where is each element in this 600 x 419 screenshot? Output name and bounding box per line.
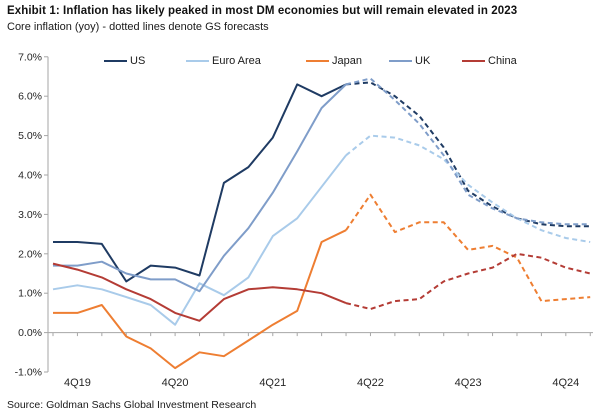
legend-label: UK <box>415 55 431 67</box>
legend-swatch-icon <box>104 60 127 62</box>
chart-subtitle: Core inflation (yoy) - dotted lines deno… <box>7 21 269 33</box>
legend-label: Euro Area <box>212 55 261 67</box>
legend-label: Japan <box>332 55 362 67</box>
y-axis-label: 5.0% <box>18 130 42 142</box>
source-note: Source: Goldman Sachs Global Investment … <box>7 399 257 411</box>
legend-item-us: US <box>104 54 145 68</box>
legend-swatch-icon <box>462 60 485 62</box>
legend-swatch-icon <box>389 60 412 62</box>
y-axis-label: 7.0% <box>18 51 42 63</box>
y-axis-label: 0.0% <box>18 327 42 339</box>
x-axis-label: 4Q22 <box>357 377 384 389</box>
y-axis-label: 3.0% <box>18 209 42 221</box>
series-line-us <box>53 83 347 283</box>
legend-swatch-icon <box>186 60 209 62</box>
series-forecast-line-us <box>345 81 591 228</box>
chart-title: Exhibit 1: Inflation has likely peaked i… <box>7 5 518 17</box>
legend-label: China <box>488 55 517 67</box>
series-line-japan <box>53 229 347 370</box>
y-axis-label: -1.0% <box>15 367 42 379</box>
x-axis-label: 4Q19 <box>64 377 91 389</box>
y-axis-label: 6.0% <box>18 91 42 103</box>
chart-legend: US Euro Area Japan UK China <box>0 54 600 68</box>
series-line-euro-area <box>52 154 347 326</box>
legend-item-china: China <box>462 54 517 68</box>
series-forecast-line-japan <box>345 193 591 303</box>
series-forecast-line-china <box>345 252 591 310</box>
series-line-uk <box>53 83 347 293</box>
y-axis-label: 2.0% <box>18 248 42 260</box>
legend-item-euro-area: Euro Area <box>186 54 261 68</box>
legend-item-uk: UK <box>389 54 430 68</box>
legend-swatch-icon <box>306 60 329 62</box>
x-axis-label: 4Q20 <box>162 377 189 389</box>
y-axis-label: 4.0% <box>18 170 42 182</box>
x-axis-label: 4Q23 <box>455 377 482 389</box>
series-forecast-line-euro-area <box>345 134 591 243</box>
x-axis-label: 4Q24 <box>552 377 579 389</box>
series-forecast-line-uk <box>345 77 591 226</box>
y-axis-label: 1.0% <box>18 288 42 300</box>
legend-item-japan: Japan <box>306 54 362 68</box>
series-line-china <box>52 262 347 322</box>
legend-label: US <box>130 55 146 67</box>
x-axis-label: 4Q21 <box>259 377 286 389</box>
